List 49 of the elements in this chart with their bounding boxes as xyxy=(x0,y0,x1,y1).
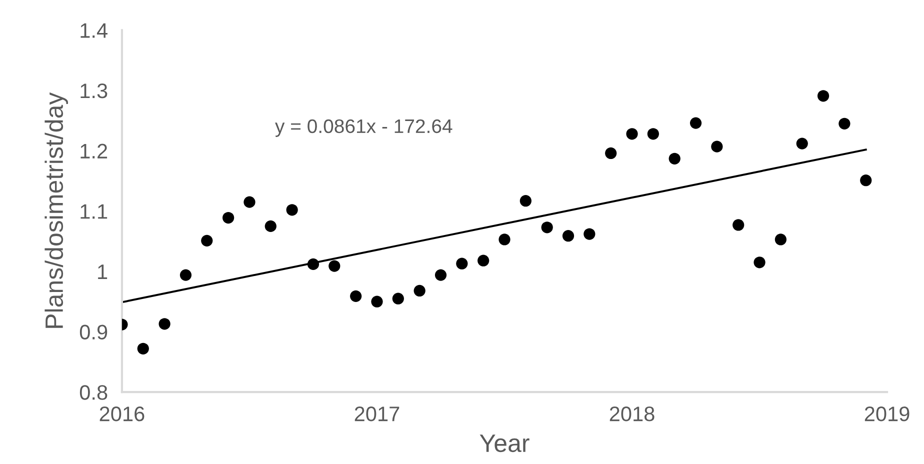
point xyxy=(754,256,766,268)
point xyxy=(520,195,532,207)
point xyxy=(478,254,490,266)
point xyxy=(201,234,213,246)
x-axis-title: Year xyxy=(480,434,530,452)
point xyxy=(605,147,617,160)
point xyxy=(434,269,447,281)
point xyxy=(541,222,553,234)
point xyxy=(562,230,574,242)
point xyxy=(774,234,787,246)
annotation: y = 0.0861x - 172.64 xyxy=(275,119,452,137)
point xyxy=(796,138,808,150)
y-tick-label: 1.1 xyxy=(80,204,108,219)
y-tick-label: 1.4 xyxy=(80,23,108,38)
point xyxy=(414,284,426,297)
y-tick-label: 1.2 xyxy=(80,144,108,158)
point xyxy=(371,296,383,308)
point xyxy=(180,269,192,281)
point xyxy=(711,140,723,152)
point xyxy=(350,290,362,302)
y-tick-label: 0.8 xyxy=(80,385,108,400)
point xyxy=(668,152,680,164)
point xyxy=(244,196,256,208)
point xyxy=(456,258,468,270)
x-tick-label: 2019 xyxy=(864,406,910,422)
y-tick-label: 1 xyxy=(98,264,108,279)
point xyxy=(690,117,702,129)
point xyxy=(222,212,234,224)
point xyxy=(732,219,744,231)
point xyxy=(817,90,830,102)
point xyxy=(264,220,276,232)
point xyxy=(137,342,149,354)
point xyxy=(328,260,340,272)
x-tick-label: 2017 xyxy=(354,406,400,422)
point xyxy=(286,204,298,216)
point xyxy=(307,258,320,270)
point xyxy=(584,228,596,240)
x-tick-label: 2018 xyxy=(610,406,654,422)
point xyxy=(392,292,404,304)
y-tick-label: 0.9 xyxy=(80,324,108,340)
point xyxy=(860,174,872,186)
point xyxy=(647,128,659,140)
x-tick-label: 2016 xyxy=(100,406,144,422)
point xyxy=(838,118,850,130)
point xyxy=(158,318,170,330)
point xyxy=(626,128,638,140)
y-axis-title: Plans/dosimetrist/day xyxy=(44,92,68,328)
point xyxy=(498,234,510,246)
y-tick-label: 1.3 xyxy=(80,83,108,98)
